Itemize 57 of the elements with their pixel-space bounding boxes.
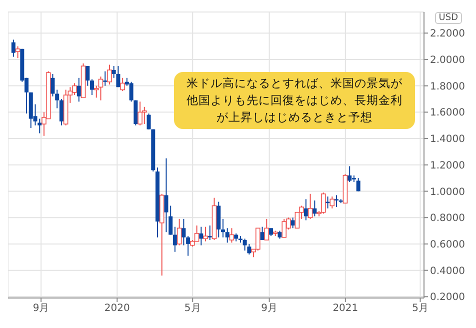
y-tick-label: 0.6000 [430,240,465,251]
candlestick [182,218,186,246]
candlestick [76,77,81,102]
candlestick [348,166,352,183]
candlestick [168,205,173,236]
y-tick-label: 1.0000 [430,186,465,198]
candlestick [86,66,90,86]
candlestick [199,226,204,246]
y-tick-label: 1.6000 [430,108,465,119]
candlestick [120,77,125,92]
x-tick-label: 9月 [32,303,50,314]
candlestick [208,225,212,241]
candlestick [242,238,247,252]
candlestick [107,64,112,85]
candlestick [15,46,20,59]
candlestick [176,218,182,246]
candlestick [172,226,177,252]
x-tick-label: 5月 [412,303,428,314]
candlestick [312,200,317,217]
candlestick [220,218,225,238]
y-tick-label: 2.0000 [430,54,465,66]
candlestick [146,112,151,130]
y-tick-label: 1.2000 [430,160,465,172]
x-tick-label: 2021 [332,303,358,314]
y-tick-label: 1.4000 [430,134,465,146]
candlestick [282,218,287,238]
y-tick-label: 2.2000 [430,28,465,40]
candlestick [50,73,55,97]
candlestick [290,217,295,229]
x-tick-label: 5月 [184,303,201,314]
y-tick-label: 0.4000 [430,266,465,277]
candlestick [304,198,308,221]
candlestick [356,178,360,192]
y-tick-label: 0.2000 [430,292,465,304]
x-tick-label: 9月 [261,303,278,314]
candlestick [11,39,16,58]
candlestick [308,193,313,220]
candlestick [55,89,60,109]
note-box: 米ドル高になるとすれば、米国の景気が他国よりも先に回復をはじめ、長期金利が上昇しはじめるときと予想 [174,72,415,129]
candlestick [59,98,64,126]
candlestick [186,236,190,256]
x-tick-label: 2020 [104,303,130,314]
candlestick [116,66,120,88]
y-tick-label: 1.8000 [430,81,465,92]
y-tick-label: 0.8000 [430,213,465,224]
y-axis-title: USD [434,12,462,24]
candlestick [264,218,270,241]
candlestick [330,196,335,209]
candlestick [164,158,168,233]
candlestick [225,228,230,244]
candlestick [98,76,104,101]
candlestick [216,201,221,238]
candlestick [90,78,94,96]
candlestick [334,194,338,208]
candlestick [203,226,208,242]
candlestick [229,228,234,244]
candlestick [103,70,108,86]
